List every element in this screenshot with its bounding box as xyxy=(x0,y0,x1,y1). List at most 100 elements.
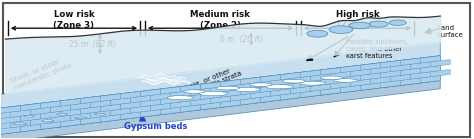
Polygon shape xyxy=(21,114,41,121)
Polygon shape xyxy=(370,67,390,74)
Polygon shape xyxy=(360,73,380,80)
Polygon shape xyxy=(0,126,21,134)
Ellipse shape xyxy=(282,79,306,83)
Ellipse shape xyxy=(249,83,272,86)
Text: ​​(82 ft): ​​(82 ft) xyxy=(91,39,117,49)
Polygon shape xyxy=(120,102,141,109)
Polygon shape xyxy=(61,99,81,106)
Polygon shape xyxy=(330,71,350,79)
Polygon shape xyxy=(281,93,301,100)
Polygon shape xyxy=(320,68,340,75)
Polygon shape xyxy=(151,93,171,100)
Text: Possible sinkholes,
caves, and other
karst features: Possible sinkholes, caves, and other kar… xyxy=(346,39,408,59)
Ellipse shape xyxy=(334,79,357,82)
Polygon shape xyxy=(220,90,240,97)
Polygon shape xyxy=(250,81,270,88)
Polygon shape xyxy=(240,87,260,95)
Polygon shape xyxy=(91,100,110,108)
Polygon shape xyxy=(11,120,31,128)
Ellipse shape xyxy=(369,21,388,27)
Polygon shape xyxy=(71,113,91,121)
Ellipse shape xyxy=(300,81,326,85)
Ellipse shape xyxy=(389,20,406,25)
Polygon shape xyxy=(260,95,281,102)
Polygon shape xyxy=(281,72,301,80)
Polygon shape xyxy=(340,65,360,73)
Polygon shape xyxy=(270,89,291,96)
Polygon shape xyxy=(11,110,31,117)
Polygon shape xyxy=(260,85,281,92)
Ellipse shape xyxy=(320,76,343,80)
Polygon shape xyxy=(0,80,440,139)
Polygon shape xyxy=(310,84,330,91)
Polygon shape xyxy=(181,105,201,112)
Polygon shape xyxy=(161,87,181,94)
Polygon shape xyxy=(81,117,100,124)
Polygon shape xyxy=(320,88,340,95)
Polygon shape xyxy=(230,83,250,91)
Text: Low risk
(Zone 3): Low risk (Zone 3) xyxy=(54,10,94,30)
Polygon shape xyxy=(120,91,141,99)
Polygon shape xyxy=(340,75,360,83)
Text: Shale, or other
non-karstic strata: Shale, or other non-karstic strata xyxy=(10,56,73,91)
Polygon shape xyxy=(91,111,110,118)
Polygon shape xyxy=(210,96,230,103)
Polygon shape xyxy=(330,81,350,89)
Polygon shape xyxy=(41,101,61,108)
Ellipse shape xyxy=(57,113,68,115)
Polygon shape xyxy=(380,80,400,88)
Polygon shape xyxy=(420,56,440,63)
Polygon shape xyxy=(301,90,320,98)
Polygon shape xyxy=(301,80,320,88)
Polygon shape xyxy=(230,94,250,101)
Polygon shape xyxy=(100,114,120,122)
Polygon shape xyxy=(161,97,181,104)
Polygon shape xyxy=(171,91,191,98)
Polygon shape xyxy=(370,77,390,84)
Text: (20 ft): (20 ft) xyxy=(237,35,263,44)
Polygon shape xyxy=(380,70,400,78)
Ellipse shape xyxy=(199,91,228,96)
Polygon shape xyxy=(191,98,210,106)
Polygon shape xyxy=(81,96,100,104)
Polygon shape xyxy=(41,111,61,119)
Polygon shape xyxy=(390,74,410,82)
Polygon shape xyxy=(310,74,330,81)
Polygon shape xyxy=(130,95,151,103)
Polygon shape xyxy=(41,122,61,129)
Polygon shape xyxy=(130,106,151,113)
Polygon shape xyxy=(291,76,310,84)
Polygon shape xyxy=(390,64,410,72)
Polygon shape xyxy=(260,75,281,82)
Polygon shape xyxy=(220,100,240,107)
Polygon shape xyxy=(400,78,420,85)
Polygon shape xyxy=(81,106,100,114)
Polygon shape xyxy=(301,70,320,77)
Polygon shape xyxy=(210,86,230,93)
Polygon shape xyxy=(21,124,41,132)
Polygon shape xyxy=(430,59,450,67)
Ellipse shape xyxy=(216,86,239,90)
Polygon shape xyxy=(281,82,301,90)
Polygon shape xyxy=(340,85,360,93)
Polygon shape xyxy=(240,97,260,105)
Polygon shape xyxy=(61,109,81,116)
Polygon shape xyxy=(420,66,440,73)
Ellipse shape xyxy=(233,87,260,91)
Polygon shape xyxy=(141,110,161,117)
Polygon shape xyxy=(410,62,430,69)
Polygon shape xyxy=(141,99,161,107)
Polygon shape xyxy=(71,102,91,110)
Polygon shape xyxy=(120,112,141,120)
Ellipse shape xyxy=(184,90,205,93)
Polygon shape xyxy=(360,83,380,90)
Polygon shape xyxy=(161,107,181,115)
Polygon shape xyxy=(21,103,41,111)
Text: Medium risk
(Zone 2): Medium risk (Zone 2) xyxy=(191,10,250,30)
Polygon shape xyxy=(110,108,130,116)
Ellipse shape xyxy=(307,30,328,37)
Ellipse shape xyxy=(12,123,27,125)
Polygon shape xyxy=(181,95,201,102)
Polygon shape xyxy=(430,69,450,77)
Polygon shape xyxy=(201,82,220,89)
